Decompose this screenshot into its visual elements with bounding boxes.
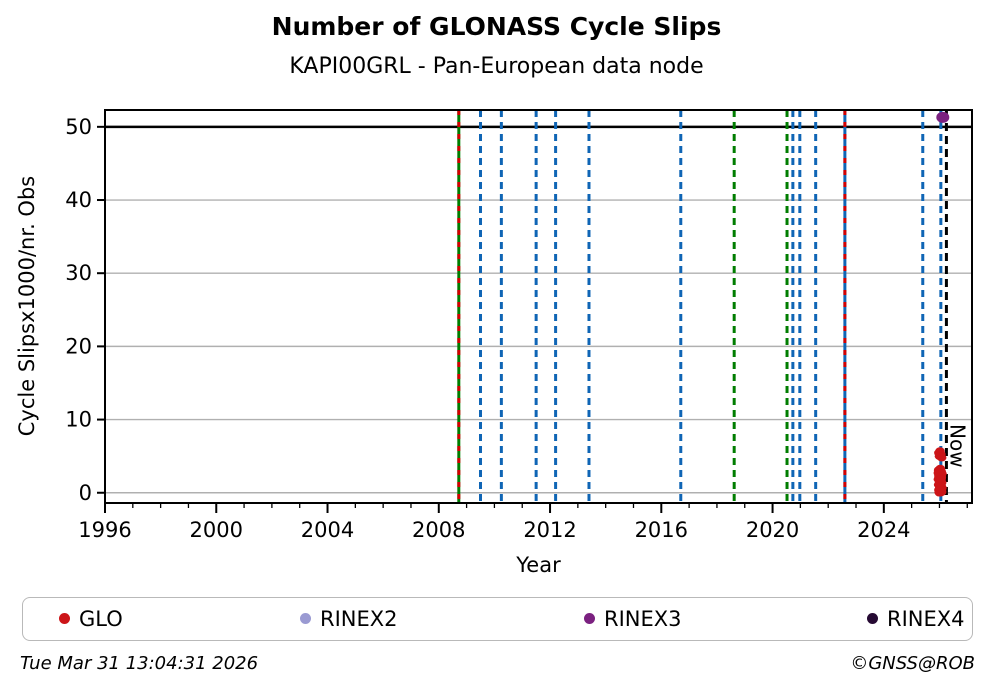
svg-text:2004: 2004 xyxy=(301,518,354,542)
svg-text:2012: 2012 xyxy=(523,518,576,542)
svg-text:0: 0 xyxy=(79,481,92,505)
svg-text:2024: 2024 xyxy=(857,518,910,542)
y-axis-label: Cycle Slipsx1000/nr. Obs xyxy=(15,175,39,437)
svg-text:30: 30 xyxy=(65,261,92,285)
legend-item-glo: GLO xyxy=(59,598,123,639)
svg-text:10: 10 xyxy=(65,408,92,432)
legend-label-glo: GLO xyxy=(79,606,123,631)
data-point-glo xyxy=(936,475,946,483)
data-point-rinex3 xyxy=(936,111,950,123)
svg-text:40: 40 xyxy=(65,188,92,212)
credit-text: ©GNSS@ROB xyxy=(850,653,975,674)
chart-subtitle: KAPI00GRL - Pan-European data node xyxy=(289,54,704,79)
svg-text:50: 50 xyxy=(65,115,92,139)
glo-marker-icon xyxy=(59,613,70,624)
x-axis-label: Year xyxy=(0,553,993,577)
rinex2-marker-icon xyxy=(300,613,311,624)
svg-text:2000: 2000 xyxy=(190,518,243,542)
legend-item-rinex2: RINEX2 xyxy=(300,598,398,639)
chart-title: Number of GLONASS Cycle Slips xyxy=(271,12,722,41)
legend-label-rinex3: RINEX3 xyxy=(604,606,682,631)
legend-label-rinex2: RINEX2 xyxy=(320,606,398,631)
legend-label-rinex4: RINEX4 xyxy=(887,606,965,631)
timestamp-text: Tue Mar 31 13:04:31 2026 xyxy=(20,653,259,674)
svg-text:2020: 2020 xyxy=(746,518,799,542)
data-point-glo xyxy=(935,484,946,493)
x-axis-label-text: Year xyxy=(516,553,561,577)
data-point-glo xyxy=(936,453,947,462)
legend-item-rinex3: RINEX3 xyxy=(584,598,682,639)
legend-item-rinex4: RINEX4 xyxy=(867,598,965,639)
legend: GLO RINEX2 RINEX3 RINEX4 xyxy=(22,597,973,641)
rinex3-marker-icon xyxy=(584,613,595,624)
svg-text:20: 20 xyxy=(65,334,92,358)
rinex4-marker-icon xyxy=(867,613,878,624)
svg-text:2008: 2008 xyxy=(412,518,465,542)
svg-text:2016: 2016 xyxy=(635,518,688,542)
now-label: Now xyxy=(945,424,969,468)
svg-text:1996: 1996 xyxy=(78,518,131,542)
data-point-glo xyxy=(933,469,944,477)
